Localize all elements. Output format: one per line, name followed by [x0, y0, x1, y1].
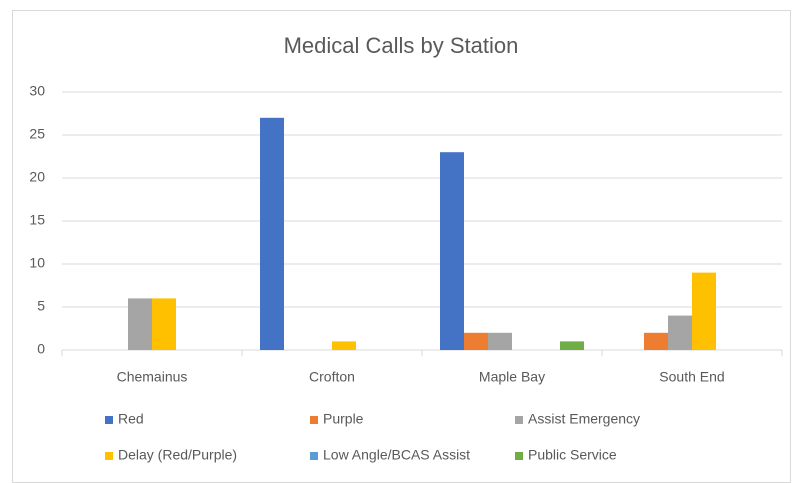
legend-label: Purple — [323, 411, 364, 427]
legend-label: Red — [118, 411, 144, 427]
legend-swatch — [310, 416, 318, 424]
y-tick-label: 15 — [29, 212, 45, 228]
y-tick-label: 10 — [29, 255, 45, 271]
legend-label: Delay (Red/Purple) — [118, 447, 237, 463]
y-tick-label: 20 — [29, 169, 45, 185]
bar — [128, 298, 152, 350]
x-tick-label: Chemainus — [117, 369, 188, 385]
bar — [464, 332, 488, 350]
bar — [260, 117, 284, 350]
legend-label: Assist Emergency — [528, 411, 640, 427]
legend-swatch — [310, 452, 318, 460]
bar — [668, 315, 692, 350]
bar — [488, 332, 512, 350]
legend-swatch — [515, 452, 523, 460]
bar — [152, 298, 176, 350]
y-tick-label: 0 — [37, 341, 45, 357]
chart-title: Medical Calls by Station — [284, 33, 519, 58]
y-tick-label: 25 — [29, 126, 45, 142]
legend-label: Public Service — [528, 447, 617, 463]
x-tick-label: Crofton — [309, 369, 355, 385]
x-tick-label: South End — [659, 369, 724, 385]
legend-swatch — [105, 452, 113, 460]
bar — [560, 341, 584, 350]
bar — [644, 332, 668, 350]
legend-swatch — [515, 416, 523, 424]
bar — [692, 272, 716, 350]
chart-border — [12, 10, 791, 483]
x-tick-label: Maple Bay — [479, 369, 545, 385]
legend-swatch — [105, 416, 113, 424]
legend-label: Low Angle/BCAS Assist — [323, 447, 470, 463]
bar — [332, 341, 356, 350]
bar — [440, 152, 464, 350]
y-tick-label: 5 — [37, 298, 45, 314]
y-tick-label: 30 — [29, 83, 45, 99]
